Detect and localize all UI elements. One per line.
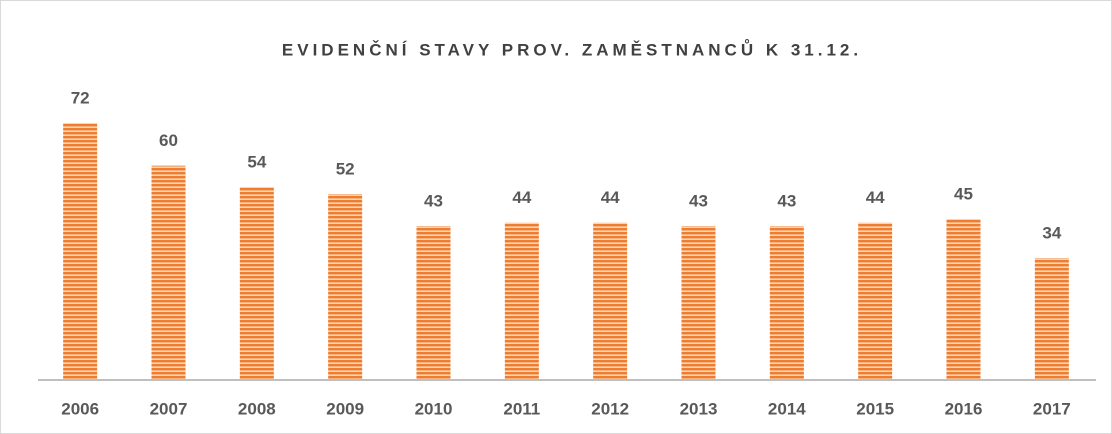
x-tick-label: 2009 (326, 399, 364, 418)
value-label: 43 (689, 192, 708, 211)
x-tick-label: 2006 (61, 399, 99, 418)
value-label: 34 (1042, 224, 1061, 243)
bar (593, 222, 628, 379)
bar (858, 222, 893, 379)
bar (63, 122, 98, 379)
x-tick-label: 2015 (856, 399, 894, 418)
bar (946, 218, 981, 379)
value-label: 60 (159, 131, 178, 150)
x-tick-label: 2012 (591, 399, 629, 418)
bar (239, 186, 274, 379)
bar (1034, 258, 1069, 379)
x-tick-label: 2016 (945, 399, 983, 418)
value-label: 45 (954, 184, 973, 203)
bar (416, 226, 451, 379)
value-label: 54 (247, 152, 266, 171)
x-tick-label: 2007 (150, 399, 188, 418)
value-label: 44 (512, 188, 531, 207)
bar (504, 222, 539, 379)
value-label: 44 (866, 188, 885, 207)
x-tick-label: 2011 (503, 399, 540, 418)
x-tick-label: 2010 (415, 399, 453, 418)
value-label: 43 (424, 192, 443, 211)
chart-title: EVIDENČNÍ STAVY PROV. ZAMĚSTNANCŮ K 31.1… (282, 39, 862, 59)
value-label: 44 (601, 188, 620, 207)
value-label: 72 (71, 88, 90, 107)
x-tick-label: 2013 (680, 399, 718, 418)
value-label: 43 (777, 192, 796, 211)
x-tick-label: 2014 (768, 399, 806, 418)
x-tick-label: 2017 (1033, 399, 1071, 418)
bar (769, 226, 804, 379)
x-tick-label: 2008 (238, 399, 276, 418)
bar (681, 226, 716, 379)
bar (328, 194, 363, 379)
bar (151, 165, 186, 379)
value-label: 52 (336, 160, 355, 179)
